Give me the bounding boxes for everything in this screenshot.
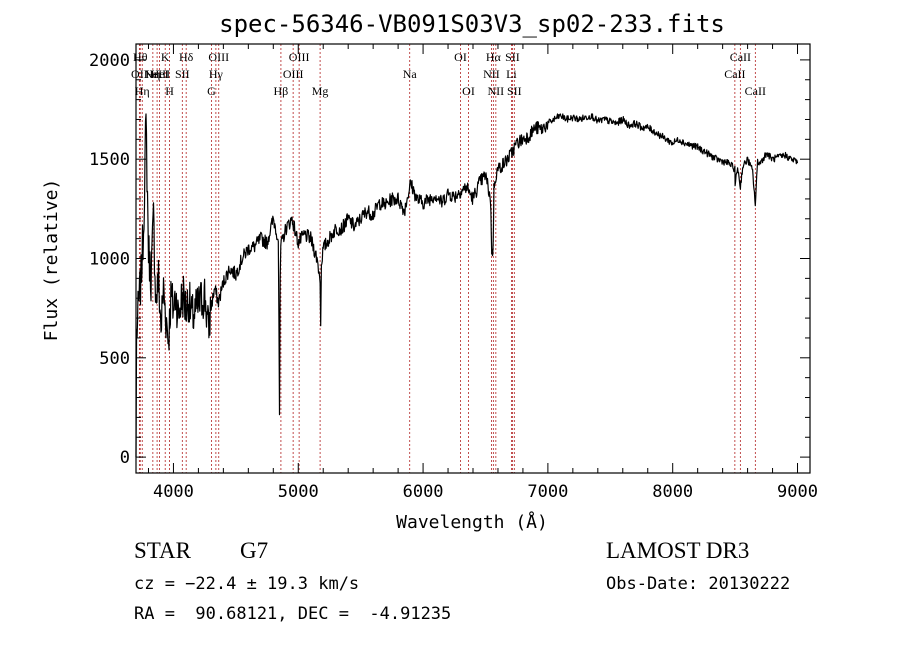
- x-axis-label: Wavelength (Å): [396, 511, 548, 533]
- line-label: SII: [505, 50, 520, 64]
- line-label: OIII: [289, 50, 310, 64]
- y-tick-label: 1500: [89, 150, 130, 170]
- redshift-text: cz = −22.4 ± 19.3 km/s: [134, 574, 360, 594]
- line-label: Hβ: [274, 84, 289, 98]
- obs-date: Obs-Date: 20130222: [606, 574, 791, 594]
- line-label: OI: [454, 50, 467, 64]
- x-tick-label: 4000: [153, 482, 194, 502]
- line-label: Li: [506, 67, 517, 81]
- survey-name: LAMOST DR3: [606, 538, 750, 563]
- line-label: OII: [131, 67, 148, 81]
- line-label: CaII: [724, 67, 745, 81]
- line-label: CaII: [745, 84, 766, 98]
- x-tick-label: 7000: [527, 482, 568, 502]
- y-tick-label: 500: [99, 349, 130, 369]
- y-tick-label: 1000: [89, 250, 130, 270]
- line-label: SII: [507, 84, 522, 98]
- line-label: Na: [403, 67, 418, 81]
- spectrum-line: [135, 113, 799, 458]
- x-tick-label: 5000: [278, 482, 319, 502]
- line-label: OI: [462, 84, 475, 98]
- line-label: NII: [483, 67, 500, 81]
- chart-title: spec-56346-VB091S03V3_sp02-233.fits: [219, 10, 725, 38]
- line-label: G: [207, 84, 216, 98]
- y-tick-label: 0: [120, 448, 130, 468]
- coordinates-text: RA = 90.68121, DEC = -4.91235: [134, 604, 452, 624]
- line-label: H: [165, 84, 174, 98]
- line-label: NII: [488, 84, 505, 98]
- line-label: NeIII: [144, 67, 170, 81]
- line-label: Hα: [486, 50, 502, 64]
- line-labels: OIIHθHηHηNeIIIHeIKHSIIHδGHγOIIIHβOIIIOII…: [131, 50, 766, 98]
- line-label: OIII: [208, 50, 229, 64]
- y-axis: 0 500 1000 1500 2000: [89, 51, 810, 468]
- line-label: SII: [175, 67, 190, 81]
- y-axis-label: Flux (relative): [41, 179, 62, 342]
- line-label: Hη: [135, 84, 150, 98]
- x-tick-label: 9000: [777, 482, 818, 502]
- x-tick-label: 6000: [403, 482, 444, 502]
- x-axis: 4000 5000 6000 7000 8000 9000: [147, 44, 818, 502]
- line-label: K: [161, 50, 170, 64]
- line-label: OIII: [283, 67, 304, 81]
- star-subclass: G7: [240, 538, 269, 563]
- plot-frame: [135, 43, 811, 474]
- x-tick-label: 8000: [652, 482, 693, 502]
- y-tick-label: 2000: [89, 51, 130, 71]
- line-markers: [138, 44, 756, 473]
- line-label: Hθ: [133, 50, 148, 64]
- line-label: Hδ: [179, 50, 194, 64]
- line-label: HeI: [151, 67, 169, 81]
- line-label: CaII: [730, 50, 751, 64]
- line-label: Mg: [312, 84, 329, 98]
- star-class: STAR: [134, 538, 191, 563]
- line-label: Hη: [145, 67, 160, 81]
- line-label: Hγ: [209, 67, 224, 81]
